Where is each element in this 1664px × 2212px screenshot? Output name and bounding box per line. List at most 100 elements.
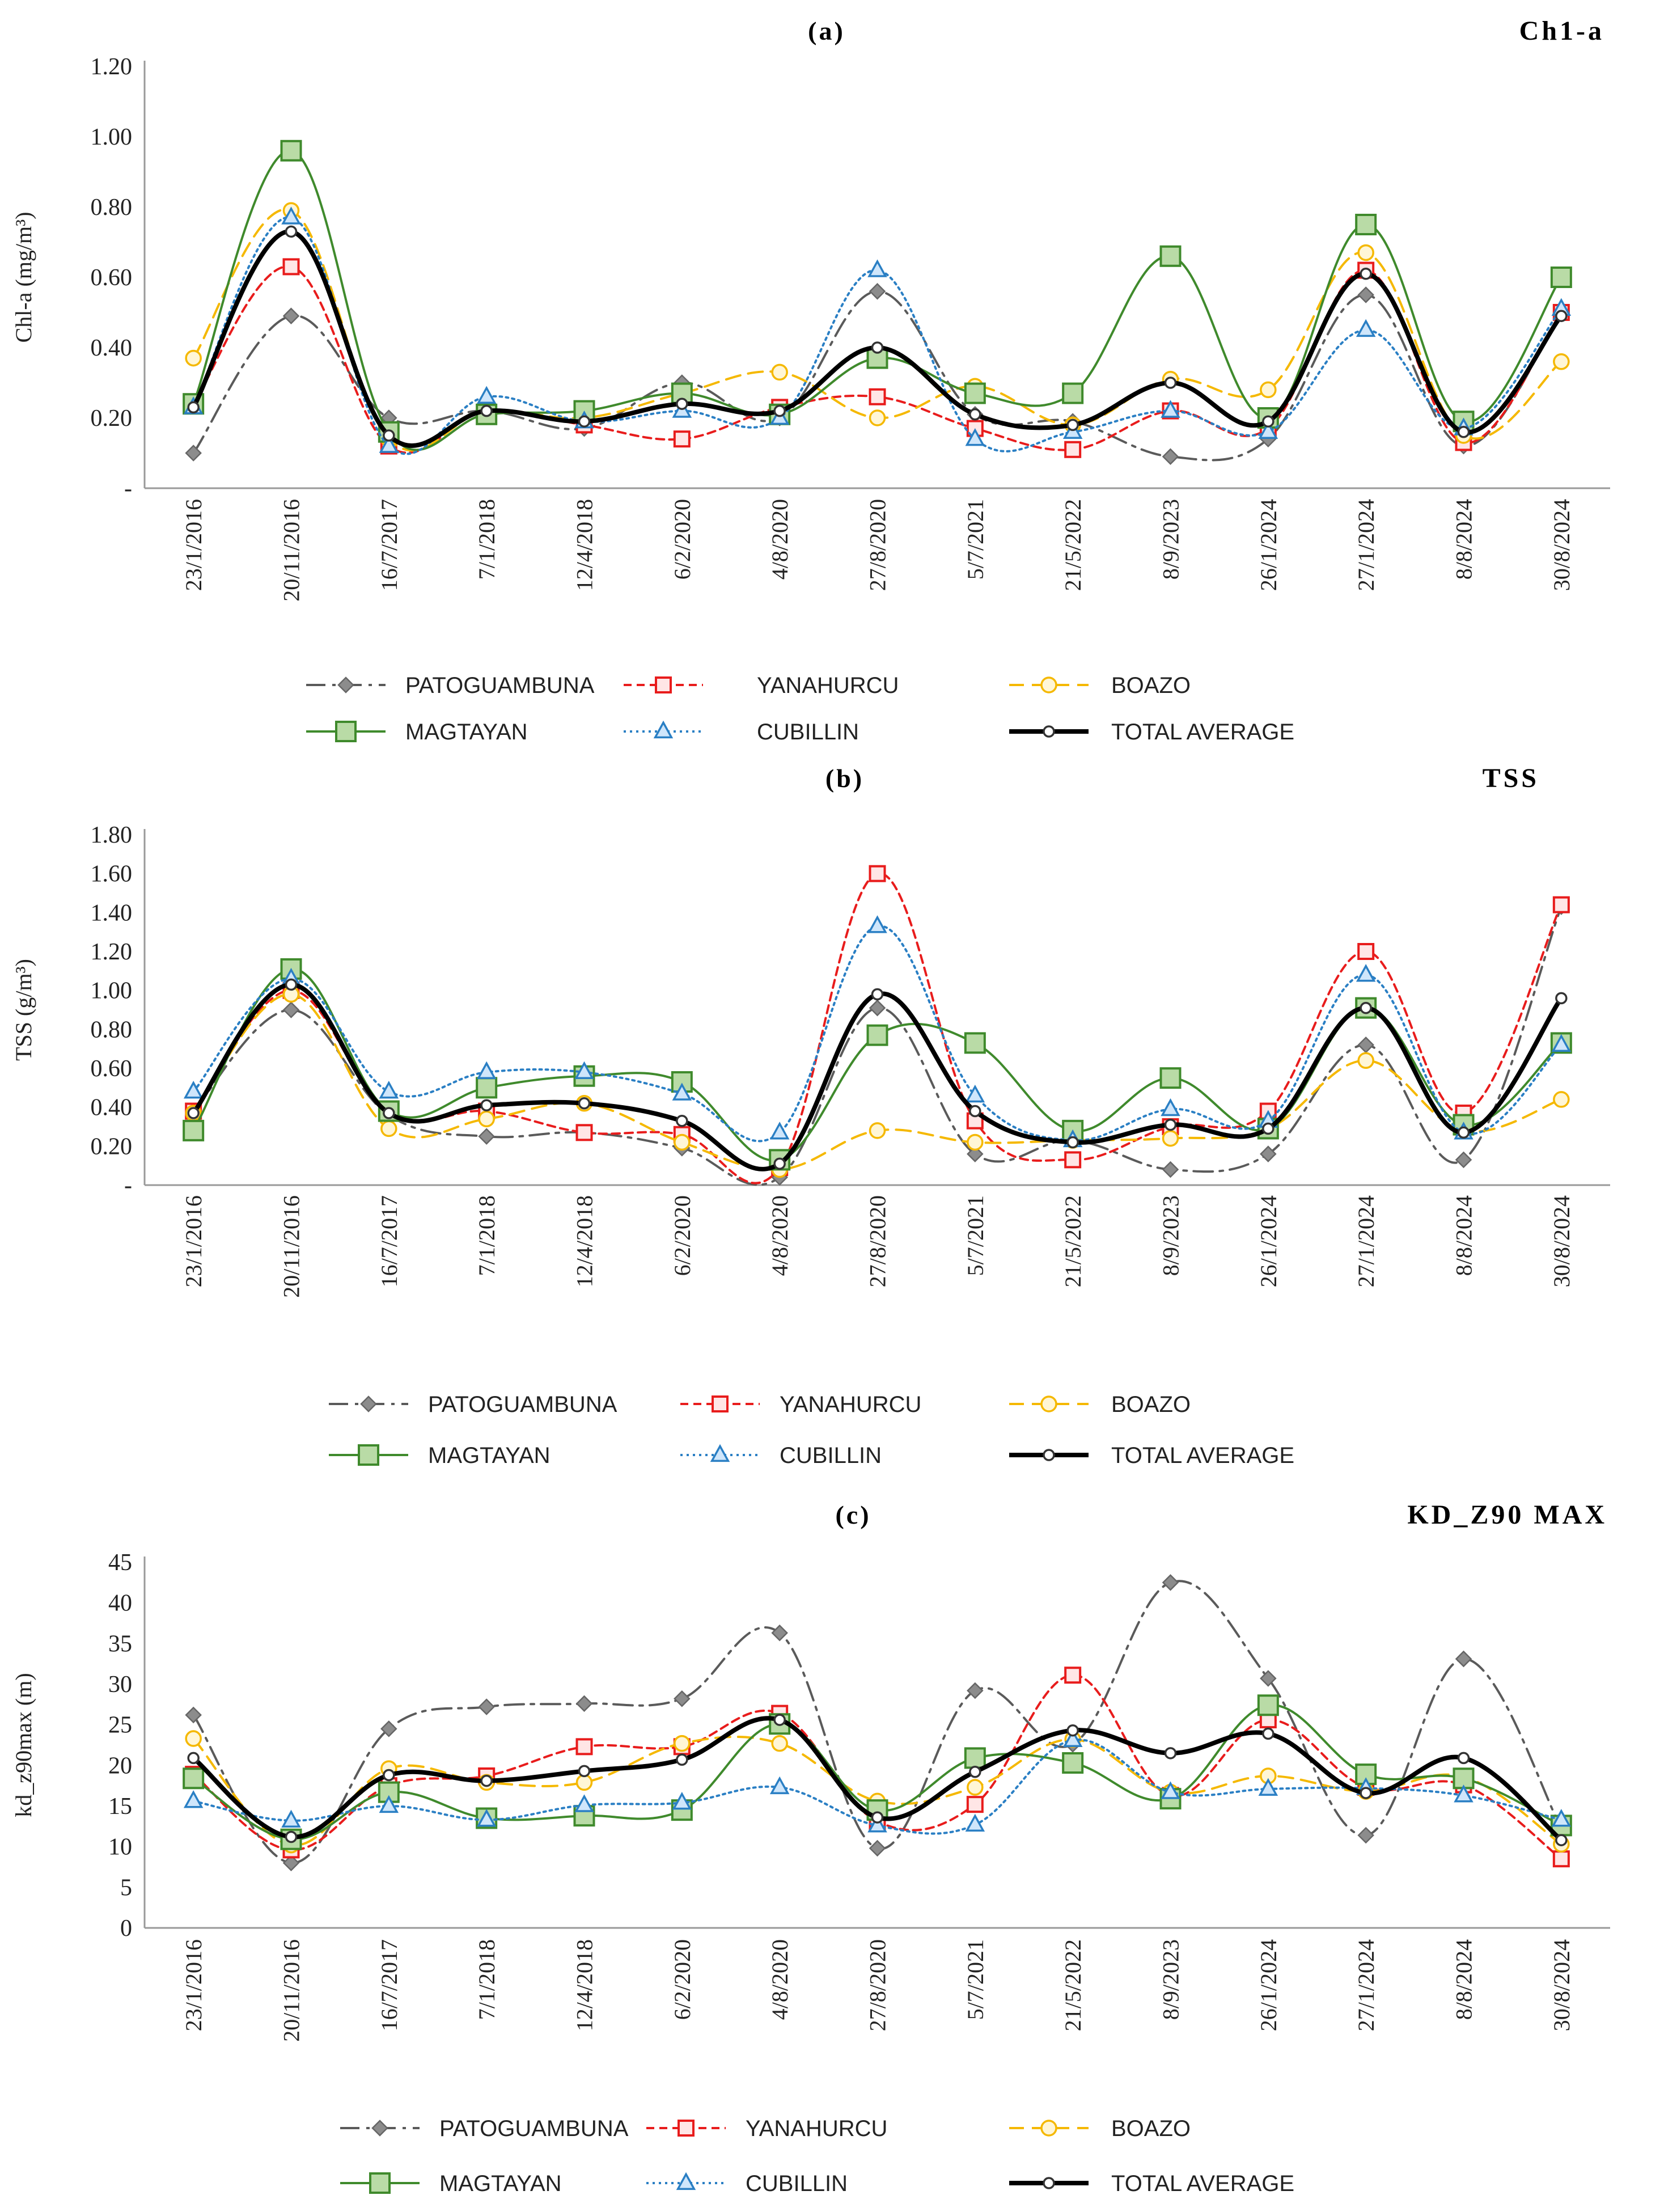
y-tick-label: 0.40 xyxy=(91,1095,133,1121)
data-point-total-average xyxy=(1360,1001,1372,1014)
data-point-cubillin xyxy=(965,1084,985,1103)
legend-item-yanahurcu: YANAHURCU xyxy=(624,673,899,698)
data-point-patoguambuna xyxy=(185,445,202,462)
legend-marker xyxy=(371,2120,388,2137)
data-point-total-average xyxy=(578,1765,591,1778)
legend-label: MAGTAYAN xyxy=(428,1443,551,1468)
data-point-total-average xyxy=(871,341,884,354)
legend-marker xyxy=(358,1444,379,1466)
legend-marker xyxy=(1043,1449,1055,1461)
data-point-cubillin xyxy=(867,259,887,277)
y-tick-label: 1.20 xyxy=(91,54,133,80)
legend-item-patoguambuna: PATOGUAMBUNA xyxy=(329,1392,617,1417)
data-point-cubillin xyxy=(379,435,399,453)
panel-b-plot: - 0.20 0.40 0.60 0.80 1.00 1.20 1.40 1.60 1.80 TSS… xyxy=(11,822,1610,1468)
x-tick-label: 7/1/2018 xyxy=(474,1195,499,1276)
x-tick-label: 27/1/2024 xyxy=(1353,1195,1379,1287)
data-point-total-average xyxy=(1555,310,1568,322)
data-point-cubillin xyxy=(1161,1781,1180,1799)
data-point-yanahurcu xyxy=(1064,441,1082,458)
y-tick-label: 0.20 xyxy=(91,405,133,432)
data-point-cubillin xyxy=(281,1809,301,1828)
data-point-cubillin xyxy=(183,1080,204,1099)
y-axis-title: kd_z90max (m) xyxy=(11,1673,36,1817)
data-point-patoguambuna xyxy=(1260,1145,1277,1162)
data-point-cubillin xyxy=(379,1080,399,1099)
data-point-cubillin xyxy=(476,1809,497,1827)
data-point-magtayan xyxy=(1355,214,1377,235)
x-tick-label: 21/5/2022 xyxy=(1060,1939,1086,2031)
x-tick-label: 4/8/2020 xyxy=(767,1939,793,2020)
data-point-yanahurcu xyxy=(282,258,300,276)
x-tick-label: 30/8/2024 xyxy=(1549,499,1574,591)
y-tick-label: 0.80 xyxy=(91,194,133,221)
series-line-cubillin xyxy=(192,925,1563,1143)
data-point-total-average xyxy=(1164,1118,1177,1131)
y-tick-label: 0.60 xyxy=(91,1056,133,1082)
legend-label: PATOGUAMBUNA xyxy=(439,2116,629,2141)
series-line-cubillin xyxy=(192,1739,1563,1835)
data-point-boazo xyxy=(380,1120,397,1137)
y-tick-label: 30 xyxy=(108,1672,132,1698)
x-tick-label: 20/11/2016 xyxy=(279,1195,304,1298)
data-point-patoguambuna xyxy=(1162,1161,1179,1178)
data-point-patoguambuna xyxy=(282,1001,300,1018)
data-point-patoguambuna xyxy=(380,1720,397,1737)
y-tick-label: 1.80 xyxy=(91,822,133,848)
legend: PATOGUAMBUNA YANAHURCU BOAZO MAGTAYAN CUBILL… xyxy=(306,673,1294,745)
data-point-total-average xyxy=(871,1811,884,1824)
legend-item-patoguambuna: PATOGUAMBUNA xyxy=(340,2116,629,2141)
x-tick-label: 16/7/2017 xyxy=(376,1939,402,2031)
legend-marker xyxy=(1040,1395,1057,1412)
legend-marker xyxy=(360,1395,377,1412)
y-tick-label: 25 xyxy=(108,1712,132,1739)
data-point-patoguambuna xyxy=(967,1145,984,1162)
data-point-magtayan xyxy=(1062,382,1084,404)
x-tick-label: 12/4/2018 xyxy=(572,1195,598,1287)
data-point-total-average xyxy=(480,404,493,417)
data-point-total-average xyxy=(285,225,298,238)
data-point-total-average xyxy=(187,1107,200,1119)
legend-label: YANAHURCU xyxy=(780,1392,921,1417)
legend-label: CUBILLIN xyxy=(746,2171,848,2196)
x-tick-label: 27/8/2020 xyxy=(865,1195,891,1287)
data-point-magtayan xyxy=(1159,245,1182,267)
legend-marker xyxy=(369,2172,391,2194)
data-point-total-average xyxy=(1360,268,1372,280)
x-tick-label: 26/1/2024 xyxy=(1256,499,1281,591)
legend-item-cubillin: CUBILLIN xyxy=(624,720,859,745)
data-point-patoguambuna xyxy=(185,1706,202,1724)
legend-label: YANAHURCU xyxy=(746,2116,887,2141)
panel-a-title: Ch1-a xyxy=(1519,16,1604,46)
y-tick-label: 45 xyxy=(108,1550,132,1576)
x-tick-label: 6/2/2020 xyxy=(670,1195,695,1276)
data-point-patoguambuna xyxy=(967,1682,984,1699)
legend-marker xyxy=(337,676,354,693)
data-point-magtayan xyxy=(964,382,986,404)
x-tick-label: 8/8/2024 xyxy=(1451,1939,1477,2020)
x-tick-label: 26/1/2024 xyxy=(1256,1195,1281,1287)
y-tick-label: 0.40 xyxy=(91,335,133,361)
data-point-boazo xyxy=(967,1779,984,1796)
x-tick-label: 5/7/2021 xyxy=(963,1195,988,1276)
data-point-boazo xyxy=(1260,381,1277,399)
data-point-cubillin xyxy=(574,1061,594,1080)
data-point-total-average xyxy=(285,978,298,991)
legend-item-magtayan: MAGTAYAN xyxy=(306,720,528,745)
data-point-cubillin xyxy=(574,1794,594,1812)
x-tick-label: 20/11/2016 xyxy=(279,1939,304,2042)
data-point-total-average xyxy=(969,408,981,421)
data-point-magtayan xyxy=(183,1767,205,1790)
y-axis-title: Chl-a (mg/m³) xyxy=(11,212,36,343)
data-point-magtayan xyxy=(280,139,302,162)
data-point-boazo xyxy=(674,1134,691,1151)
data-point-cubillin xyxy=(476,1061,497,1080)
data-point-boazo xyxy=(1553,353,1570,370)
data-point-patoguambuna xyxy=(1357,1826,1374,1844)
data-point-cubillin xyxy=(1062,1729,1083,1748)
data-point-total-average xyxy=(1457,1126,1470,1139)
data-point-total-average xyxy=(480,1099,493,1111)
x-tick-label: 20/11/2016 xyxy=(279,499,304,602)
x-tick-label: 4/8/2020 xyxy=(767,1195,793,1276)
data-point-cubillin xyxy=(379,1795,399,1813)
